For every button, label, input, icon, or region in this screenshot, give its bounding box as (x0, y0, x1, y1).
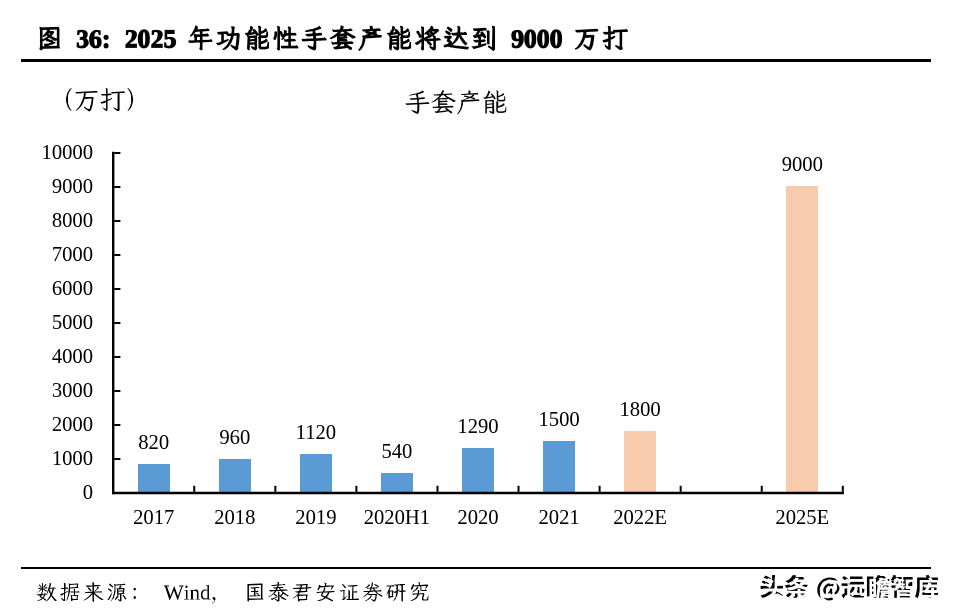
bar-2018 (218, 459, 251, 492)
x-label-2019: 2019 (295, 507, 337, 529)
y-tick-label: 2000 (51, 413, 93, 436)
source-note-path (37, 581, 429, 604)
y-tick-label: 4000 (51, 345, 93, 368)
title-underline (21, 59, 931, 62)
bar-2022E (624, 430, 657, 492)
x-label-2025E: 2025E (775, 507, 830, 529)
bar-2019 (299, 453, 332, 492)
x-label-2021: 2021 (538, 507, 580, 529)
y-tick-label: 6000 (51, 277, 93, 300)
watermark-glyphs (760, 574, 941, 603)
y-tick-label: 3000 (51, 379, 93, 402)
bar-2020 (462, 447, 494, 492)
data-label-2017: 820 (138, 431, 170, 454)
footer-rule (21, 567, 931, 570)
y-tick-label: 7000 (51, 243, 93, 266)
x-label-2022E: 2022E (613, 507, 667, 529)
y-tick-label: 9000 (51, 175, 93, 198)
watermark-highlight-path (762, 577, 941, 603)
y-tick-label: 0 (82, 481, 93, 504)
chart-title-glyphs (405, 90, 507, 115)
bar-2025E (786, 185, 819, 492)
x-label-2020: 2020 (457, 507, 499, 529)
bar-2021 (543, 440, 576, 492)
source-note-glyphs (37, 581, 429, 604)
figure-title-path (38, 25, 628, 52)
figure-title-glyphs (38, 25, 628, 52)
y-tick-label: 10000 (41, 141, 93, 164)
data-label-2020: 1290 (457, 415, 499, 438)
data-label-2019: 1120 (295, 421, 337, 444)
x-label-2020H1: 2020H1 (363, 507, 431, 529)
y-tick-label: 5000 (51, 311, 93, 334)
x-label-2017: 2017 (133, 507, 175, 529)
data-label-2022E: 1800 (619, 398, 661, 421)
chart-title-path (405, 90, 507, 115)
data-label-2021: 1500 (538, 408, 580, 431)
bar-2020H1 (380, 473, 413, 492)
y-tick-label: 1000 (51, 447, 93, 470)
bar-2017 (137, 463, 170, 492)
data-label-2025E: 9000 (781, 153, 823, 176)
watermark-path (760, 574, 938, 600)
y-tick-label: 8000 (51, 209, 93, 232)
data-label-2018: 960 (219, 427, 251, 450)
x-label-2018: 2018 (214, 507, 256, 529)
data-label-2020H1: 540 (381, 441, 413, 464)
